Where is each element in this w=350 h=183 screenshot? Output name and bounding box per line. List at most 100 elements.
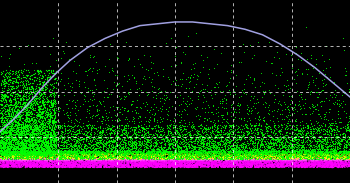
Point — [71, 154, 76, 157]
Point — [250, 96, 255, 99]
Point — [32, 122, 38, 125]
Point — [46, 157, 51, 160]
Point — [236, 143, 242, 146]
Point — [166, 145, 172, 148]
Point — [15, 157, 21, 160]
Point — [47, 105, 52, 108]
Point — [330, 102, 336, 105]
Point — [304, 162, 310, 165]
Point — [343, 161, 349, 164]
Point — [2, 165, 8, 168]
Point — [79, 151, 85, 154]
Point — [155, 138, 160, 141]
Point — [283, 160, 289, 163]
Point — [268, 140, 274, 143]
Point — [111, 160, 117, 163]
Point — [76, 157, 82, 160]
Point — [228, 144, 233, 147]
Point — [0, 83, 6, 85]
Point — [309, 125, 315, 128]
Point — [274, 138, 280, 141]
Point — [118, 150, 124, 152]
Point — [26, 132, 31, 135]
Point — [114, 132, 119, 135]
Point — [42, 157, 47, 160]
Point — [95, 152, 100, 155]
Point — [50, 101, 56, 104]
Point — [126, 157, 131, 160]
Point — [16, 115, 21, 117]
Point — [278, 155, 283, 158]
Point — [13, 150, 18, 153]
Point — [243, 150, 249, 153]
Point — [74, 146, 80, 149]
Point — [324, 151, 330, 154]
Point — [0, 149, 4, 152]
Point — [294, 46, 299, 49]
Point — [301, 159, 306, 162]
Point — [287, 123, 293, 126]
Point — [267, 40, 272, 43]
Point — [126, 161, 132, 164]
Point — [273, 151, 279, 154]
Point — [64, 150, 70, 153]
Point — [193, 164, 199, 167]
Point — [298, 152, 303, 155]
Point — [333, 164, 338, 167]
Point — [158, 155, 163, 158]
Point — [38, 157, 43, 160]
Point — [37, 162, 42, 165]
Point — [294, 157, 299, 160]
Point — [304, 165, 310, 168]
Point — [62, 157, 68, 160]
Point — [288, 155, 294, 158]
Point — [202, 156, 208, 159]
Point — [13, 136, 18, 139]
Point — [0, 121, 5, 124]
Point — [147, 152, 153, 155]
Point — [15, 149, 20, 152]
Point — [158, 158, 163, 160]
Point — [28, 157, 34, 160]
Point — [29, 113, 34, 116]
Point — [125, 150, 131, 152]
Point — [214, 151, 219, 154]
Point — [332, 145, 338, 147]
Point — [41, 148, 47, 151]
Point — [48, 133, 54, 136]
Point — [178, 128, 183, 131]
Point — [143, 166, 148, 169]
Point — [71, 165, 77, 168]
Point — [267, 165, 273, 168]
Point — [89, 150, 94, 153]
Point — [6, 79, 12, 81]
Point — [52, 149, 58, 152]
Point — [321, 165, 327, 168]
Point — [89, 156, 95, 158]
Point — [260, 155, 266, 158]
Point — [136, 155, 141, 158]
Point — [106, 160, 112, 163]
Point — [323, 150, 329, 153]
Point — [101, 96, 106, 99]
Point — [170, 105, 175, 108]
Point — [266, 156, 272, 159]
Point — [25, 161, 30, 164]
Point — [204, 158, 210, 161]
Point — [206, 162, 212, 165]
Point — [36, 128, 42, 131]
Point — [114, 163, 120, 166]
Point — [292, 140, 297, 143]
Point — [49, 154, 54, 157]
Point — [12, 158, 18, 160]
Point — [282, 149, 287, 152]
Point — [21, 162, 26, 165]
Point — [30, 136, 35, 139]
Point — [53, 154, 59, 157]
Point — [47, 156, 52, 159]
Point — [190, 154, 196, 157]
Point — [0, 92, 4, 95]
Point — [27, 151, 32, 154]
Point — [343, 158, 349, 161]
Point — [34, 153, 40, 156]
